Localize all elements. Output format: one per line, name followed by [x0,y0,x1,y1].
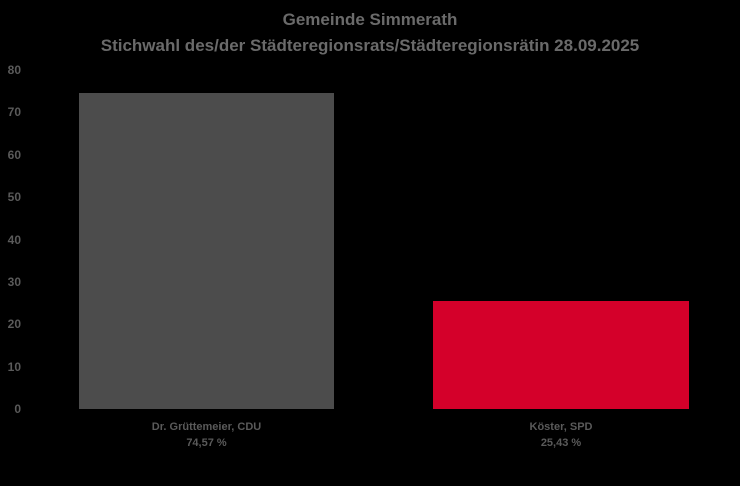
y-tick-label: 10 [7,359,21,374]
y-tick-label: 30 [7,274,21,289]
y-tick-label: 0 [14,402,21,416]
y-tick-label: 60 [7,147,21,162]
y-tick-label: 40 [7,232,21,247]
category-value: 25,43 % [540,437,582,449]
category-label-1: Köster, SPD 25,43 % [401,419,721,451]
chart-subtitle: Stichwahl des/der Städteregionsrats/Städ… [100,36,640,55]
category-name: Dr. Grüttemeier, CDU [151,421,262,433]
category-label-0: Dr. Grüttemeier, CDU 74,57 % [47,419,367,451]
y-tick-label: 70 [7,105,21,120]
y-tick-label: 50 [7,190,21,205]
y-tick-label: 80 [7,63,21,77]
category-value: 74,57 % [186,437,227,449]
bar-0 [78,93,335,409]
chart-title: Gemeinde Simmerath [282,10,458,29]
bar-1 [433,301,689,409]
y-tick-label: 20 [7,317,21,332]
category-name: Köster, SPD [529,421,593,433]
